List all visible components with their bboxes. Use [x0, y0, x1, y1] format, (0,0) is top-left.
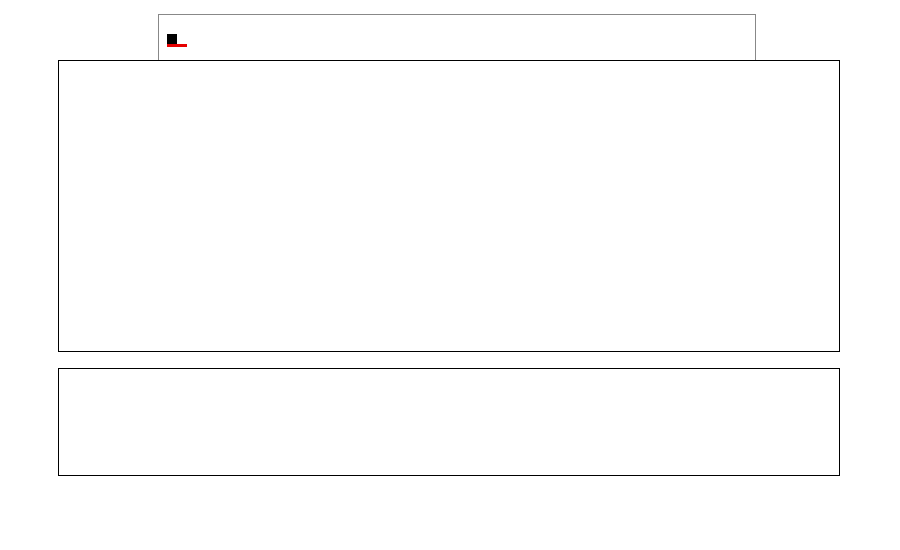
legend-item-yen [167, 44, 747, 47]
chart-legend [158, 14, 756, 66]
volume-chart-panel[interactable] [58, 368, 840, 476]
volume-bars-series [59, 369, 841, 477]
price-chart-panel[interactable] [58, 60, 840, 352]
legend-item-dollar [167, 34, 747, 44]
legend-swatch-yen-icon [167, 44, 187, 47]
stock-chart-app [0, 0, 900, 550]
price-data-series [59, 61, 841, 353]
volume-axis-left [0, 368, 58, 476]
price-axis-right [840, 60, 900, 352]
legend-swatch-dollar-icon [167, 34, 177, 44]
x-axis-labels-container [58, 476, 840, 546]
price-axis-left [0, 60, 58, 352]
